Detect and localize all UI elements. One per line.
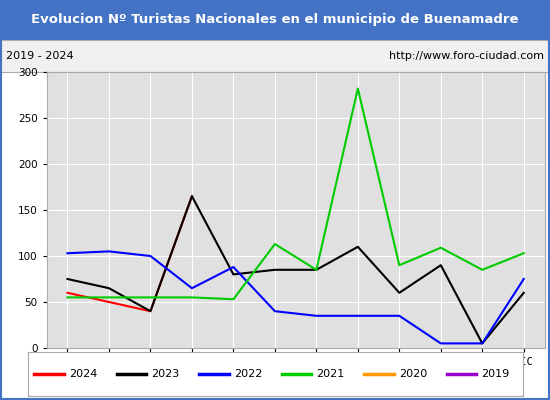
Text: 2019: 2019 xyxy=(481,369,509,379)
Text: 2020: 2020 xyxy=(399,369,427,379)
Text: 2023: 2023 xyxy=(151,369,179,379)
Text: 2024: 2024 xyxy=(69,369,97,379)
Text: 2022: 2022 xyxy=(234,369,262,379)
Text: Evolucion Nº Turistas Nacionales en el municipio de Buenamadre: Evolucion Nº Turistas Nacionales en el m… xyxy=(31,14,519,26)
Text: http://www.foro-ciudad.com: http://www.foro-ciudad.com xyxy=(389,51,544,61)
Text: 2021: 2021 xyxy=(316,369,344,379)
Text: 2019 - 2024: 2019 - 2024 xyxy=(6,51,73,61)
